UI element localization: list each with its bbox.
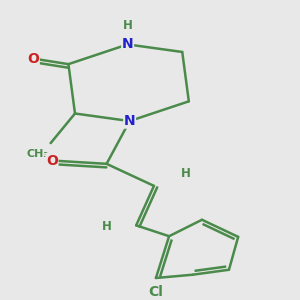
Text: H: H (181, 167, 190, 180)
Text: CH₃: CH₃ (26, 149, 49, 159)
Text: O: O (27, 52, 39, 66)
Text: N: N (124, 114, 135, 128)
Text: H: H (102, 220, 112, 233)
Text: O: O (46, 154, 58, 167)
Text: H: H (123, 19, 133, 32)
Text: Cl: Cl (148, 285, 164, 299)
Text: N: N (122, 38, 134, 51)
